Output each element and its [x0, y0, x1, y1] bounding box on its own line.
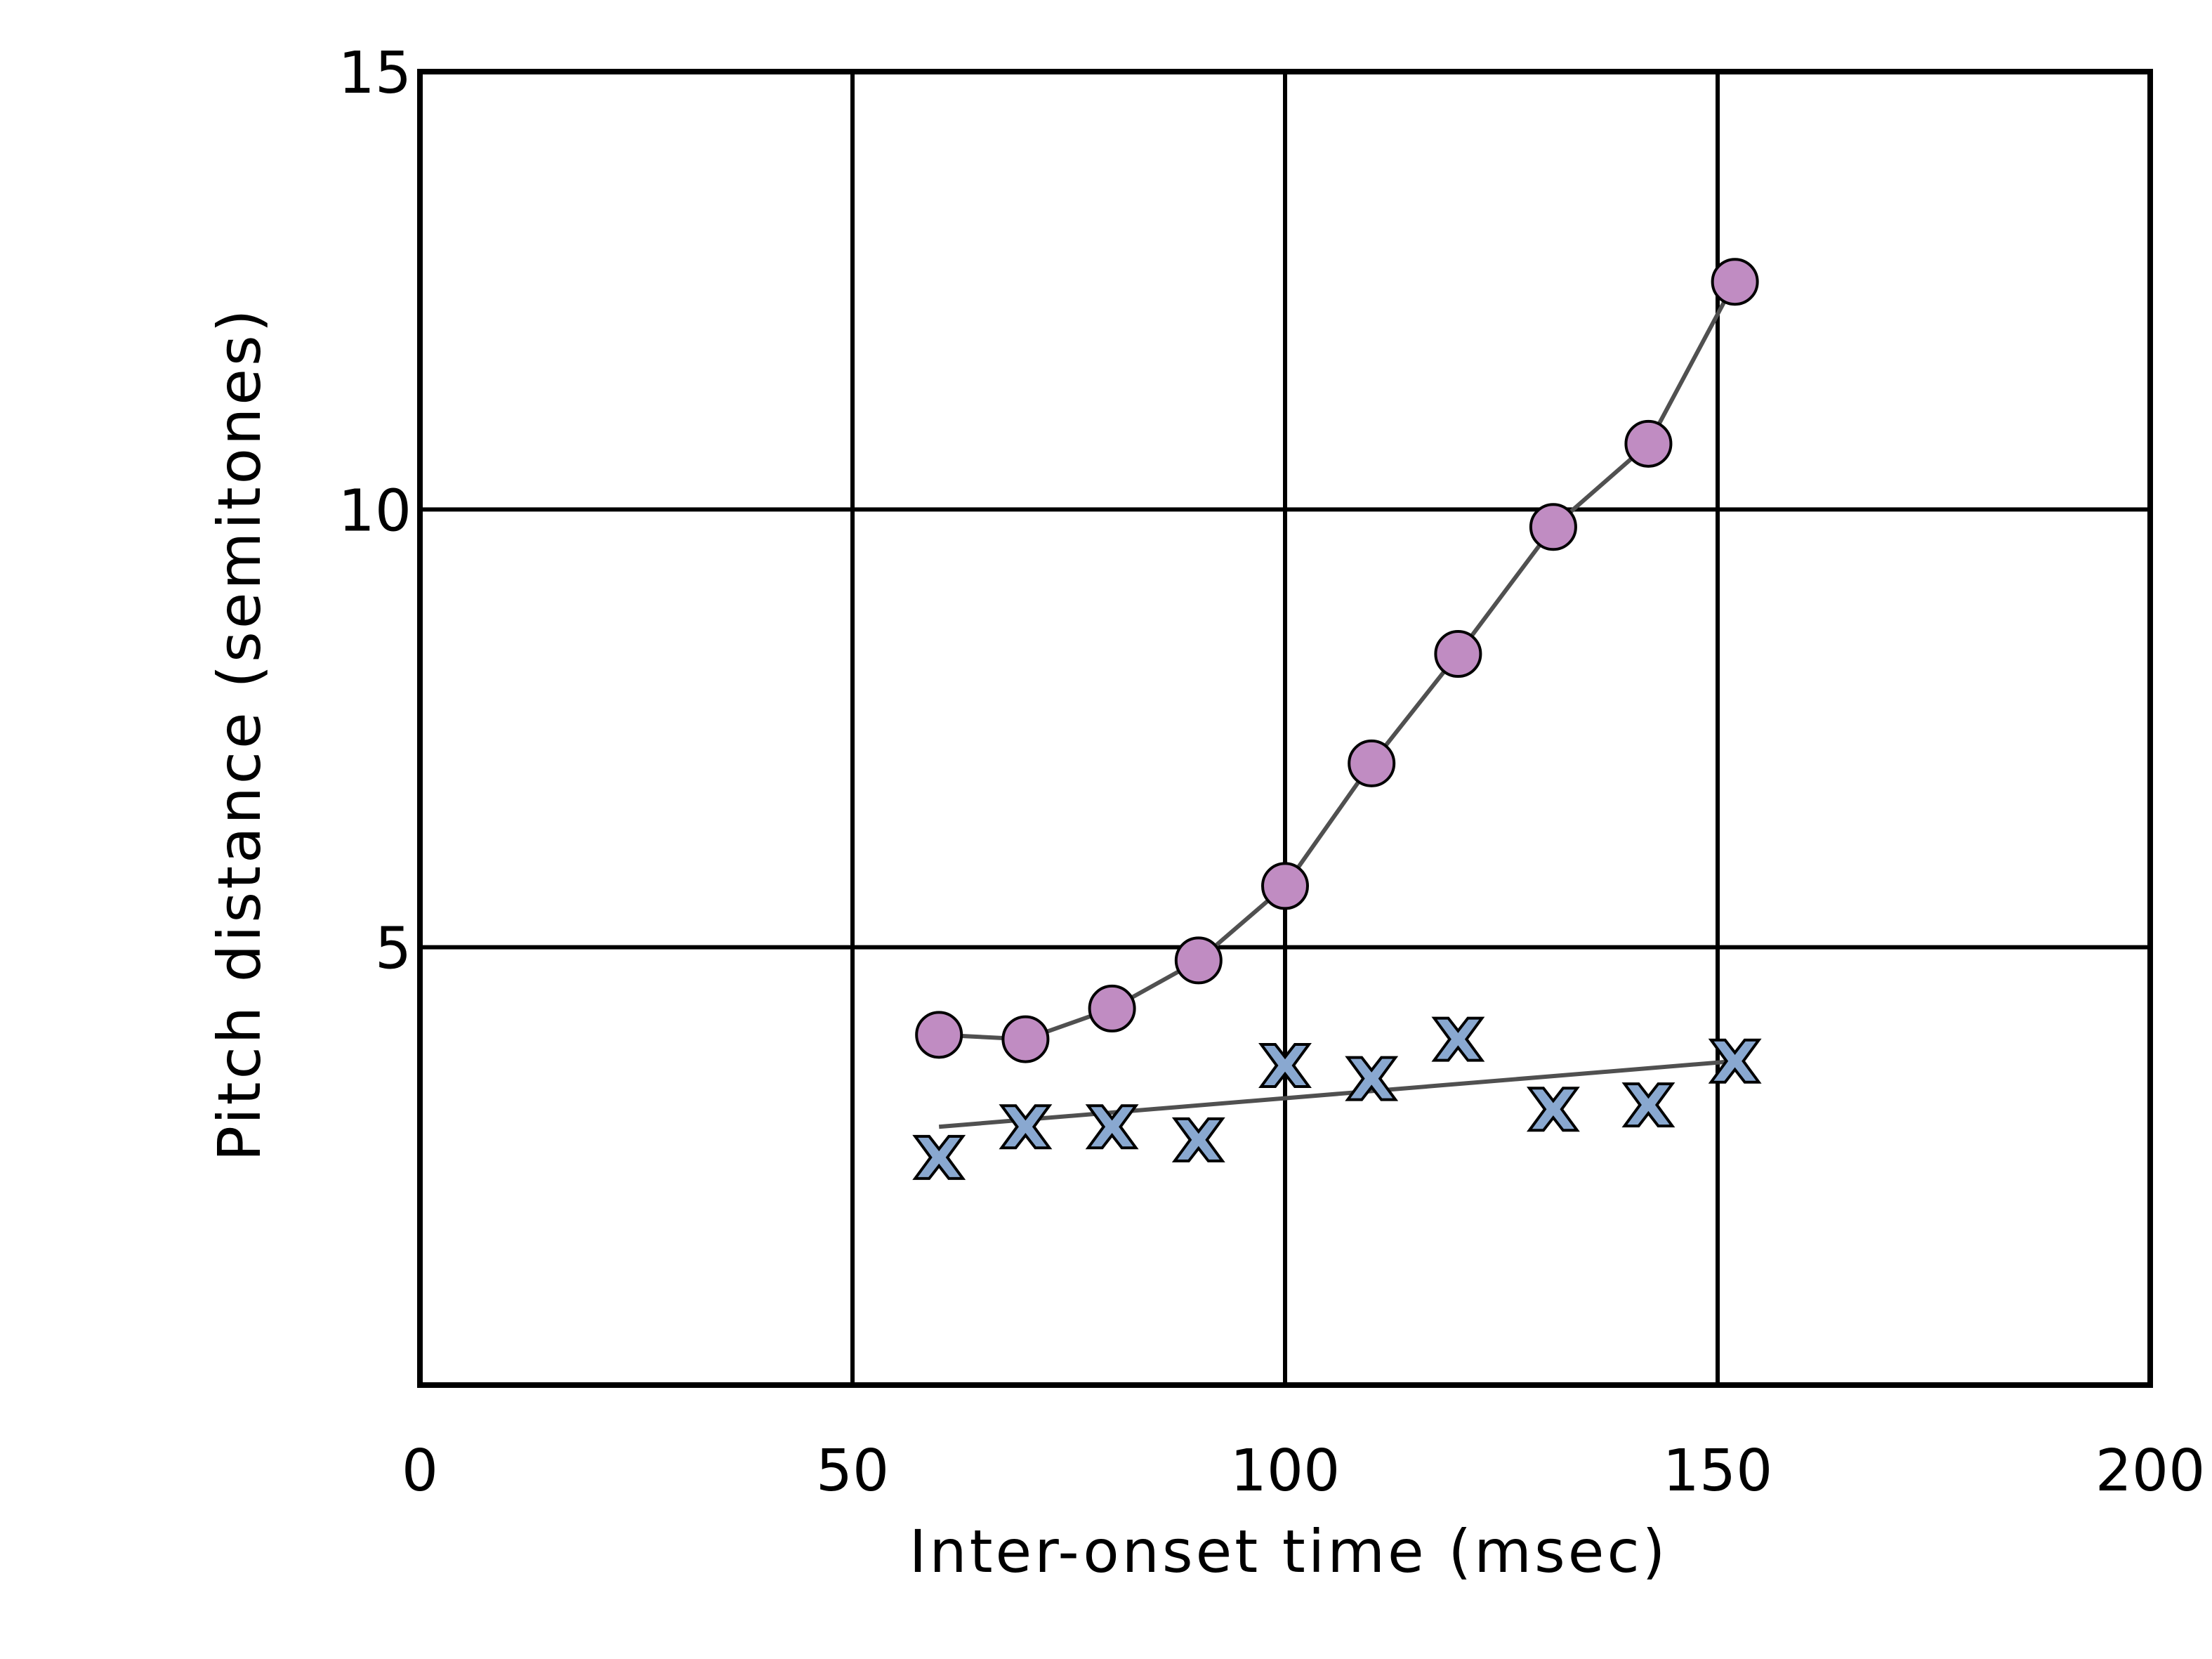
x-tick-label-100: 100 [1230, 1438, 1341, 1504]
plot-frame [417, 69, 2153, 1388]
series-2-point-4 [1171, 1117, 1225, 1162]
series-1-point-8 [1529, 503, 1577, 551]
series-2-line [938, 1058, 1735, 1129]
series-1-point-9 [1624, 419, 1673, 468]
y-axis-title: Pitch distance (semitones) [205, 307, 274, 1162]
x-tick-labels: 0 50 100 150 200 [402, 1438, 2205, 1504]
series-2-point-8 [1526, 1087, 1580, 1132]
series-2-point-3 [1085, 1104, 1139, 1150]
y-tick-label-15: 15 [338, 40, 412, 107]
series-1-line [939, 280, 1737, 1042]
y-tick-labels: 5 10 15 [338, 40, 412, 983]
series-2-point-1 [912, 1134, 966, 1180]
x-tick-label-50: 50 [816, 1438, 889, 1504]
series-lines [938, 280, 1737, 1129]
grid [420, 72, 2150, 1385]
y-tick-label-10: 10 [338, 478, 412, 544]
series-2-point-2 [999, 1104, 1053, 1150]
series-1-point-4 [1174, 936, 1223, 985]
x-tick-label-200: 200 [2095, 1438, 2206, 1504]
series-2-point-6 [1345, 1056, 1399, 1101]
x-axis-title: Inter-onset time (msec) [909, 1517, 1668, 1586]
series-1-point-5 [1261, 862, 1309, 910]
series-1-point-2 [1001, 1015, 1050, 1063]
x-tick-label-150: 150 [1663, 1438, 1773, 1504]
series-1-point-1 [915, 1011, 963, 1059]
series-2-point-5 [1258, 1042, 1312, 1088]
series-1-point-7 [1434, 630, 1482, 678]
y-tick-label-5: 5 [375, 916, 412, 983]
series-2-point-7 [1431, 1016, 1485, 1062]
series-2-point-9 [1621, 1082, 1676, 1128]
series-1-point-10 [1711, 258, 1759, 306]
series-1-point-6 [1348, 739, 1396, 787]
series-1-point-3 [1088, 984, 1136, 1032]
series-markers [912, 258, 1762, 1180]
series-2-point-10 [1708, 1038, 1762, 1084]
x-tick-label-0: 0 [402, 1438, 438, 1504]
